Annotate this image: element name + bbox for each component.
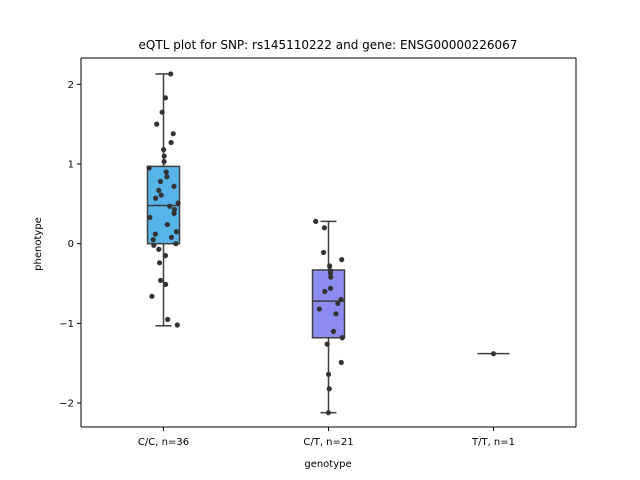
x-tick-label: C/T, n=21 [303,437,353,448]
data-point [173,229,180,235]
data-point [158,192,164,198]
data-point [170,131,176,137]
x-axis-label: genotype [304,459,351,470]
data-point [326,386,332,392]
data-point [174,322,180,328]
data-point [157,178,164,185]
data-point [168,234,175,240]
y-tick-label: 2 [68,80,74,91]
data-point [325,410,332,416]
data-point [167,203,173,209]
data-point [156,260,163,266]
data-point [327,270,334,276]
data-point [152,231,158,237]
data-point [162,253,169,259]
data-point [330,328,337,334]
data-point [338,296,344,303]
data-point [162,95,169,101]
data-point [171,183,177,189]
data-point [168,139,174,146]
data-point [164,174,170,180]
data-point [146,165,152,171]
chart-title: eQTL plot for SNP: rs145110222 and gene:… [139,38,518,52]
y-tick-label: −1 [59,319,74,330]
data-point [339,257,345,263]
data-point [324,341,330,347]
data-point [161,147,167,153]
data-point [171,210,177,217]
y-tick-label: 0 [68,239,74,250]
data-point [333,311,339,317]
data-point [321,225,328,231]
data-point [161,159,167,165]
data-point [151,242,157,248]
data-point [149,293,155,299]
plot-area: −2 −1 0 1 2 C/C, n=36 C/T, n=21 T/T, n=1 [59,57,577,448]
data-point [159,109,165,115]
data-point [327,285,334,291]
data-point [339,335,345,341]
y-tick-label: 1 [68,159,74,170]
data-point [154,121,160,127]
data-point [338,359,344,366]
data-point [165,316,171,323]
data-point [173,241,179,247]
y-axis-label: phenotype [33,217,44,271]
data-point [328,274,334,280]
data-point [150,237,156,243]
data-point [163,169,169,175]
data-point [168,71,174,77]
data-point [327,263,333,269]
data-point [490,351,497,357]
data-point [313,218,319,224]
data-point [161,153,167,159]
data-point [322,288,328,295]
data-point [163,281,169,287]
data-point [147,214,153,220]
data-point [153,195,159,201]
data-point [316,306,323,312]
data-point [156,187,162,193]
data-point [158,277,164,283]
data-point [325,371,332,377]
data-point [156,246,162,252]
data-point [175,200,181,206]
data-point [320,249,327,256]
x-tick-label: C/C, n=36 [138,437,189,448]
data-point [171,206,178,213]
x-tick-label: T/T, n=1 [471,437,515,448]
y-tick-label: −2 [59,399,74,410]
data-point [335,300,341,307]
data-point [164,221,170,228]
